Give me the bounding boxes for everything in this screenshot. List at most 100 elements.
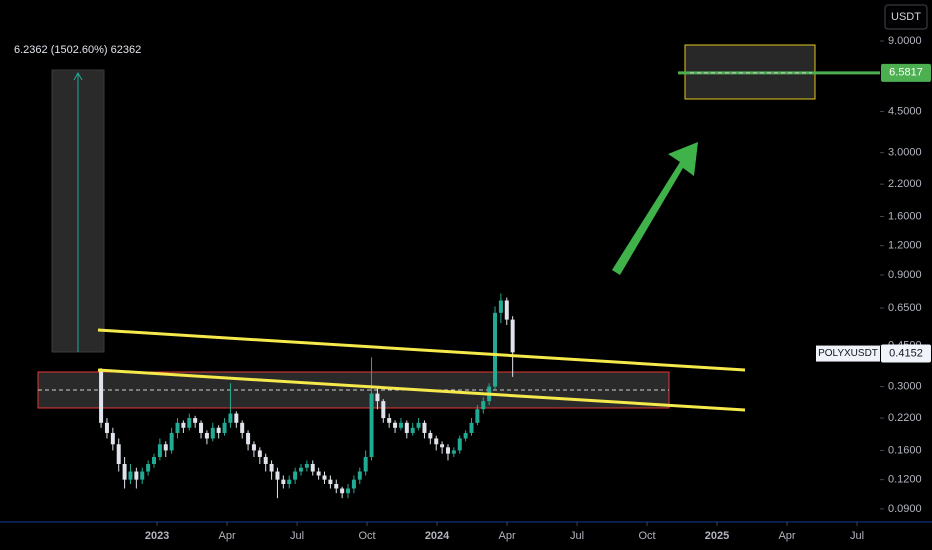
y-tick-label: 9.0000 <box>888 35 922 47</box>
last-price-label: 0.4152 <box>889 347 923 359</box>
symbol-tag <box>816 345 880 362</box>
candle-body <box>334 483 339 489</box>
candle-body <box>351 479 356 489</box>
x-tick-label: Oct <box>638 530 655 542</box>
y-tick-label: 0.6500 <box>888 302 922 314</box>
candle-body <box>369 393 374 457</box>
candle-body <box>504 300 509 320</box>
y-tick-label: 4.5000 <box>888 105 922 117</box>
price-axis <box>880 0 932 522</box>
x-tick-label: Apr <box>219 530 236 542</box>
price-line-tag <box>881 63 931 82</box>
x-tick-label: Apr <box>778 530 795 542</box>
candle-body <box>316 471 321 476</box>
candle-body <box>510 319 515 353</box>
candle-body <box>246 432 251 445</box>
candle-body <box>128 471 133 480</box>
price-line-label: 6.5817 <box>889 67 923 79</box>
candle-body <box>134 471 139 480</box>
trend-line <box>97 368 746 412</box>
candle-body <box>398 422 403 428</box>
candle-body <box>475 409 480 423</box>
y-tick-label: 1.6000 <box>888 210 922 222</box>
candle-body <box>122 463 127 480</box>
candle-body <box>104 422 109 433</box>
candle-body <box>187 418 192 428</box>
candle-body <box>210 427 215 439</box>
candle-body <box>422 422 427 433</box>
candle-body <box>445 447 450 454</box>
y-tick-label: 0.1600 <box>888 444 922 456</box>
x-tick-label: Oct <box>359 530 376 542</box>
symbol-label: POLYXUSDT <box>818 348 878 359</box>
target-arrow <box>612 142 698 275</box>
last-price-tag <box>881 344 931 363</box>
candle-body <box>146 463 151 472</box>
candle-body <box>99 370 104 423</box>
candle-body <box>110 432 115 445</box>
y-tick-label: 0.1200 <box>888 474 922 486</box>
candle-body <box>498 300 503 313</box>
candle-body <box>151 456 156 464</box>
currency-box <box>884 4 928 30</box>
x-tick-label: 2023 <box>145 530 169 542</box>
candle-body <box>381 401 386 419</box>
candle-body <box>310 463 315 472</box>
candle-body <box>481 401 486 410</box>
candle-body <box>375 393 380 402</box>
currency-label: USDT <box>891 11 921 23</box>
candle-body <box>140 471 145 480</box>
candle-body <box>357 471 362 480</box>
x-tick-label: Apr <box>498 530 515 542</box>
candle-body <box>410 427 415 433</box>
y-tick-label: 0.2200 <box>888 412 922 424</box>
candle-body <box>199 422 204 433</box>
candle-body <box>322 475 327 480</box>
y-tick-label: 0.3000 <box>888 380 922 392</box>
candle-body <box>387 418 392 423</box>
y-tick-label: 3.0000 <box>888 147 922 159</box>
candle-body <box>293 471 298 480</box>
candle-body <box>363 456 368 472</box>
x-tick-label: Jul <box>290 530 304 542</box>
candle-body <box>416 422 421 428</box>
y-tick-label: 0.0900 <box>888 503 922 515</box>
candles <box>99 293 515 499</box>
candle-body <box>281 479 286 484</box>
candle-body <box>328 479 333 484</box>
candle-body <box>298 467 303 472</box>
candle-body <box>463 432 468 439</box>
candle-body <box>157 444 162 457</box>
candle-body <box>287 479 292 484</box>
candle-body <box>275 471 280 480</box>
measure-label: 6.2362 (1502.60%) 62362 <box>14 44 141 56</box>
candle-body <box>163 444 168 451</box>
candle-body <box>493 312 498 387</box>
trend-line <box>97 328 746 372</box>
y-tick-label: 1.2000 <box>888 240 922 252</box>
candle-body <box>228 413 233 423</box>
candle-body <box>169 432 174 451</box>
x-tick-label: Jul <box>570 530 584 542</box>
candle-body <box>263 456 268 464</box>
candle-body <box>346 488 351 494</box>
x-tick-label: 2024 <box>425 530 450 542</box>
candle-body <box>434 438 439 445</box>
candle-body <box>340 488 345 494</box>
candle-body <box>428 432 433 439</box>
candle-body <box>457 438 462 451</box>
candle-body <box>251 444 256 451</box>
candle-body <box>240 422 245 433</box>
candle-body <box>269 463 274 472</box>
candle-body <box>181 422 186 428</box>
candle-body <box>234 413 239 423</box>
candle-body <box>222 422 227 433</box>
candle-body <box>193 418 198 423</box>
candle-body <box>216 427 221 433</box>
candle-body <box>204 432 209 439</box>
candle-body <box>257 450 262 457</box>
y-tick-label: 2.2000 <box>888 178 922 190</box>
candle-body <box>393 422 398 428</box>
